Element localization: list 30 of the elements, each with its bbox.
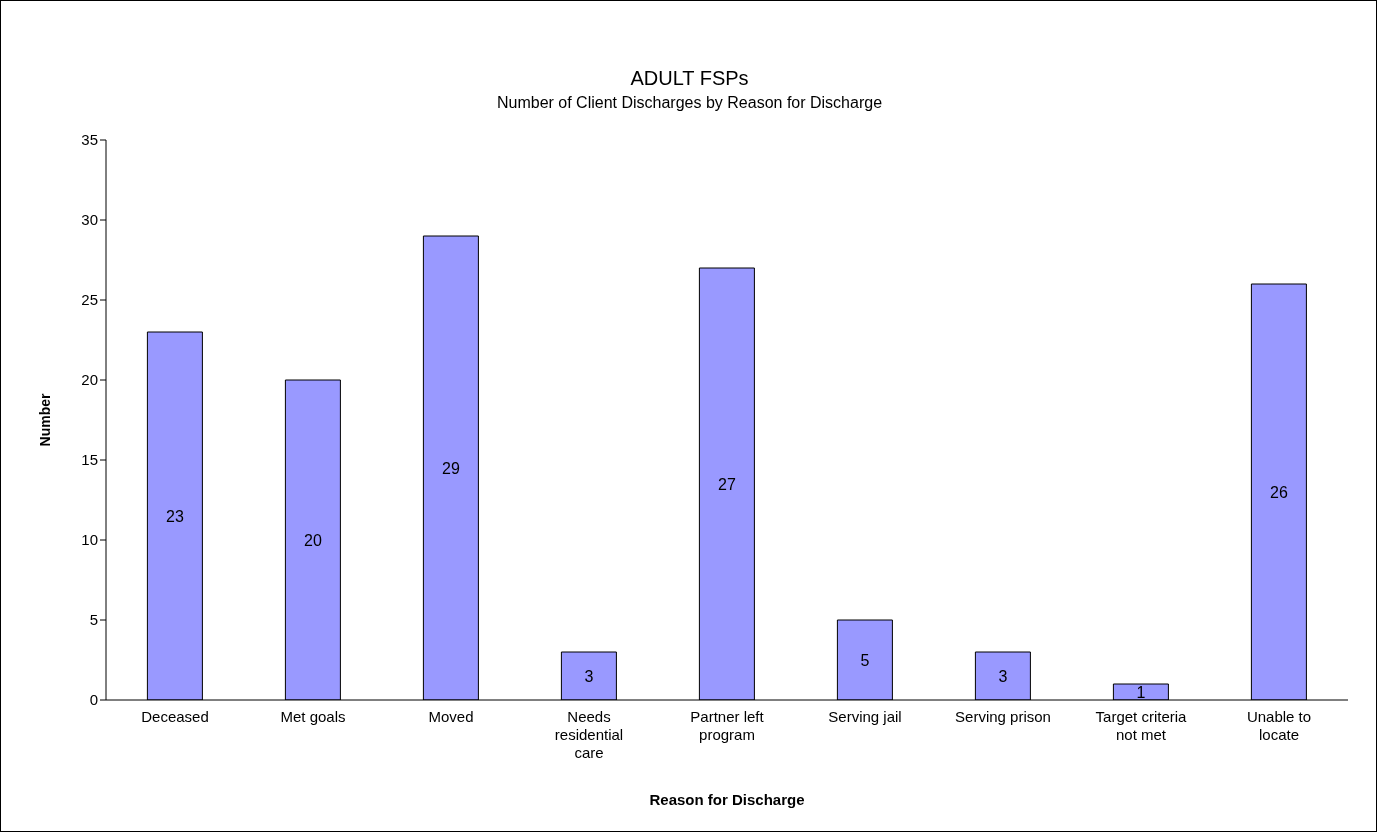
y-tick-label: 0: [89, 691, 98, 709]
x-tick-label: Needs residential care: [554, 708, 624, 761]
data-label: 26: [1270, 483, 1288, 501]
y-tick-label: 25: [81, 291, 98, 309]
data-label: 23: [166, 507, 184, 525]
x-tick-label: Partner left program: [690, 708, 765, 743]
data-label: 1: [1136, 683, 1146, 701]
chart-title: ADULT FSPs: [629, 67, 750, 90]
y-tick-label: 15: [81, 451, 98, 469]
x-tick-label: Target criteria not met: [1095, 708, 1188, 743]
data-label: 5: [860, 651, 870, 669]
y-tick-label: 30: [81, 211, 98, 229]
x-tick-label: Serving prison: [955, 708, 1051, 725]
x-tick-label: Unable to locate: [1246, 708, 1312, 743]
data-label: 3: [998, 667, 1008, 685]
x-tick-label: Met goals: [280, 708, 346, 725]
y-tick-label: 5: [89, 611, 98, 629]
y-tick-label: 35: [81, 131, 98, 149]
data-label: 3: [584, 667, 594, 685]
data-label: 27: [718, 475, 736, 493]
x-tick-label: Moved: [428, 708, 474, 725]
chart-subtitle: Number of Client Discharges by Reason for Discharge: [495, 94, 884, 112]
y-tick-label: 10: [81, 531, 98, 549]
data-label: 20: [304, 531, 322, 549]
x-axis-title: Reason for Discharge: [648, 791, 806, 808]
x-tick-label: Deceased: [141, 708, 209, 725]
y-tick-label: 20: [81, 371, 98, 389]
data-label: 29: [442, 459, 460, 477]
x-tick-label: Serving jail: [828, 708, 902, 725]
y-axis-title: Number: [37, 393, 53, 447]
